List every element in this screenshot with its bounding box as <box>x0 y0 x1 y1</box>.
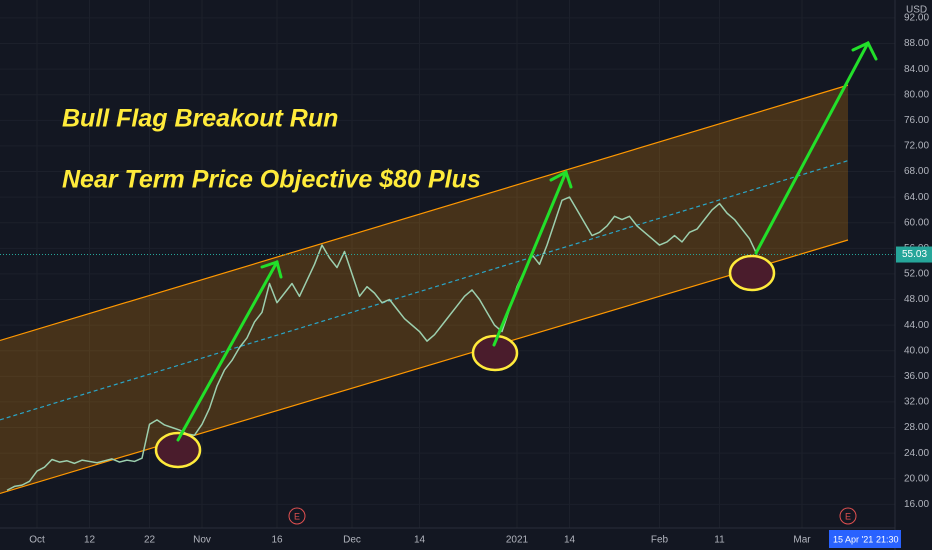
y-tick-label: 48.00 <box>904 294 929 305</box>
cursor-badge <box>829 530 901 548</box>
earnings-label[interactable]: E <box>294 511 300 521</box>
earnings-circle[interactable] <box>288 507 306 525</box>
y-tick-label: 72.00 <box>904 141 929 152</box>
circle <box>728 254 776 292</box>
earnings-label[interactable]: E <box>845 511 851 521</box>
y-tick-label: 52.00 <box>904 269 929 280</box>
cursor-date: 15 Apr '21 <box>833 534 873 544</box>
annotations: Bull Flag Breakout Run Near Term Price O… <box>62 41 878 469</box>
arrow-head <box>549 169 573 189</box>
y-tick-label: 16.00 <box>904 499 929 510</box>
x-tick-label: 14 <box>414 535 426 546</box>
grid <box>0 0 895 528</box>
earnings-marker[interactable]: E <box>839 507 857 525</box>
y-tick-label: 40.00 <box>904 345 929 356</box>
arrow <box>754 41 870 255</box>
channel-upper <box>0 84 849 342</box>
x-tick-label: 16 <box>271 535 283 546</box>
x-tick-label: 12 <box>84 535 96 546</box>
y-tick-label: 84.00 <box>904 64 929 75</box>
plot <box>0 196 895 491</box>
channel <box>0 84 849 495</box>
price-badge-label: 55.03 <box>902 249 927 260</box>
price-badge <box>896 246 932 263</box>
x-tick-label: 2021 <box>506 535 529 546</box>
channel-lower <box>0 239 849 495</box>
x-tick-label: 22 <box>144 535 156 546</box>
price-line <box>6 196 758 491</box>
arrows <box>176 41 878 442</box>
x-tick-label: Oct <box>29 535 45 546</box>
y-tick-label: 28.00 <box>904 422 929 433</box>
arrow <box>492 170 568 347</box>
arrow-head <box>260 260 283 279</box>
y-tick-label: 68.00 <box>904 166 929 177</box>
y-tick-label: 88.00 <box>904 38 929 49</box>
x-tick-label: Feb <box>651 535 669 546</box>
x-tick-label: 14 <box>564 535 576 546</box>
y-tick-label: 76.00 <box>904 115 929 126</box>
arrow-head <box>851 41 878 61</box>
currency: USD <box>906 5 927 16</box>
y-tick-label: 44.00 <box>904 320 929 331</box>
y-tick-label: 60.00 <box>904 217 929 228</box>
y-tick-label: 32.00 <box>904 397 929 408</box>
earnings-marker[interactable]: E <box>288 507 306 525</box>
y-tick-label: 20.00 <box>904 473 929 484</box>
circle <box>154 431 202 469</box>
arrow <box>176 260 279 442</box>
channel-fill <box>0 85 848 494</box>
x-tick-label: Nov <box>193 535 211 546</box>
circle <box>471 334 519 372</box>
cursor-time: 21:30 <box>876 534 899 544</box>
channel-middle <box>0 160 849 421</box>
y-tick-label: 64.00 <box>904 192 929 203</box>
x-tick-label: Dec <box>343 535 361 546</box>
y-tick-label: 24.00 <box>904 448 929 459</box>
x-tick-label: Mar <box>793 535 811 546</box>
y-tick-label: 36.00 <box>904 371 929 382</box>
y-tick-label: 80.00 <box>904 89 929 100</box>
x-tick-label: 11 <box>714 535 725 546</box>
earnings-circle[interactable] <box>839 507 857 525</box>
chart-subtitle: Near Term Price Objective $80 Plus <box>62 166 481 194</box>
chart-title: Bull Flag Breakout Run <box>62 105 338 133</box>
y-tick-label: 92.00 <box>904 13 929 24</box>
